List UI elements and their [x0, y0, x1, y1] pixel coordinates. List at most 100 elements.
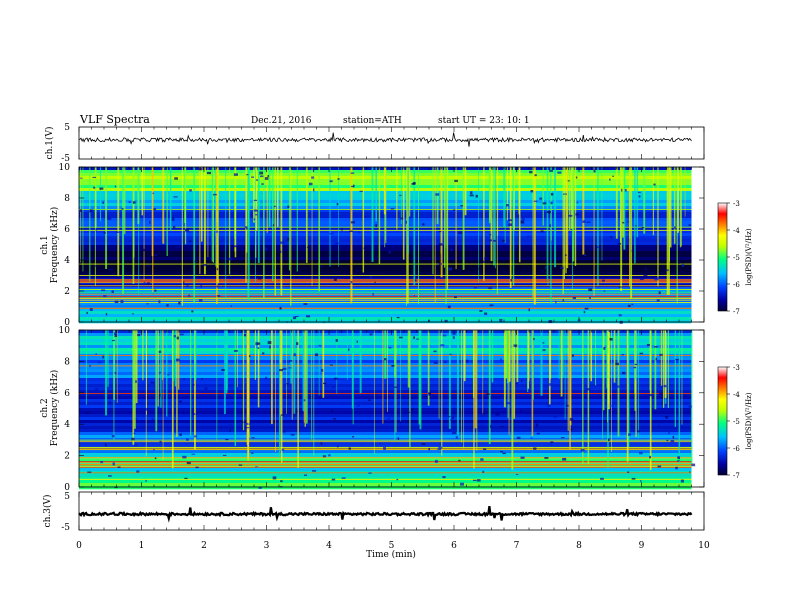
spectrogram-speckle: [572, 297, 577, 299]
spectrogram-sferic: [407, 167, 409, 254]
spectrogram-row: [79, 260, 692, 264]
spectrogram-speckle: [183, 378, 185, 380]
spectrogram-speckle: [411, 183, 416, 185]
spectrogram-sferic: [216, 167, 218, 305]
spectrogram-speckle: [87, 396, 89, 398]
spectrogram-row: [79, 465, 692, 469]
spectrogram-speckle: [555, 300, 557, 304]
spectrogram-sferic: [212, 167, 214, 263]
spectrogram-sferic: [290, 330, 293, 384]
spectrogram-speckle: [396, 478, 399, 481]
spectrogram-line: [79, 279, 692, 281]
spectrogram-speckle: [600, 168, 603, 170]
spectrogram-speckle: [261, 183, 264, 185]
spectrogram-row: [79, 251, 692, 255]
spectrogram-row: [79, 269, 692, 273]
spectrogram-speckle: [320, 369, 324, 372]
spectrogram-speckle: [665, 415, 669, 419]
spectrogram-speckle: [508, 219, 513, 222]
spectrogram-line: [79, 307, 692, 309]
spectrogram-row: [79, 254, 692, 258]
spectrogram-speckle: [233, 349, 238, 352]
ch2-frequency-label: Frequency (kHz): [49, 370, 60, 447]
spectrogram-speckle: [550, 201, 553, 205]
spectrogram-sferic: [505, 330, 508, 379]
spectrogram-speckle: [621, 354, 624, 356]
spectrogram-speckle: [308, 182, 313, 186]
spectrogram-speckle: [502, 452, 506, 455]
spectrogram-sferic: [572, 167, 575, 262]
spectrogram-speckle: [333, 418, 336, 420]
spectrogram-speckle: [657, 465, 662, 468]
spectrogram-speckle: [627, 471, 630, 473]
spectrogram-speckle: [314, 353, 319, 357]
spectrogram-line: [79, 281, 692, 282]
spectrogram-speckle: [104, 443, 107, 447]
spectrogram-sferic: [508, 330, 510, 436]
ch1-spectrogram-image: [79, 167, 692, 324]
frequency-tick-label: 0: [64, 483, 70, 493]
frequency-tick-label: 8: [64, 357, 70, 367]
spectrogram-speckle: [191, 310, 194, 313]
spectrogram-sferic: [146, 330, 147, 415]
spectrogram-speckle: [229, 429, 231, 432]
spectrogram-sferic: [503, 167, 505, 228]
spectrogram-speckle: [649, 455, 652, 459]
spectrogram-speckle: [670, 440, 675, 443]
spectrogram-speckle: [364, 216, 367, 218]
spectrogram-sferic: [531, 330, 534, 437]
spectrogram-speckle: [458, 231, 463, 235]
spectrogram-speckle: [481, 260, 486, 264]
spectrogram-speckle: [357, 404, 361, 407]
spectrogram-sferic: [650, 330, 652, 421]
spectrogram-speckle: [609, 337, 613, 341]
spectrogram-line: [79, 291, 692, 293]
spectrogram-sferic: [396, 167, 398, 230]
spectrogram-speckle: [557, 171, 562, 174]
spectrogram-speckle: [94, 387, 99, 391]
spectrogram-sferic: [615, 167, 618, 239]
spectrogram-sferic: [145, 330, 147, 457]
spectrogram-speckle: [631, 250, 635, 252]
spectrogram-speckle: [363, 247, 368, 249]
spectrogram-speckle: [351, 436, 355, 438]
spectrogram-speckle: [501, 425, 504, 428]
spectrogram-sferic: [635, 330, 637, 380]
spectrogram-speckle: [216, 268, 219, 271]
spectrogram-speckle: [438, 231, 442, 233]
spectrogram-speckle: [438, 446, 443, 449]
ch2-spectrogram-panel: 0 2 4 6 8 10 ch.2 Frequency (kHz): [40, 326, 705, 493]
spectrogram-sferic: [228, 167, 231, 275]
spectrogram-sferic: [602, 330, 604, 439]
spectrogram-sferic: [225, 330, 228, 390]
spectrogram-speckle: [520, 220, 525, 224]
spectrogram-sferic: [691, 330, 693, 465]
spectrogram-speckle: [195, 466, 199, 469]
spectrogram-speckle: [251, 176, 254, 179]
spectrogram-speckle: [102, 201, 104, 204]
spectrogram-speckle: [282, 367, 287, 370]
spectrogram-speckle: [672, 435, 675, 439]
spectrogram-sferic: [455, 167, 457, 270]
ch1-waveform-ylabel: ch.1(V): [44, 127, 55, 160]
start-time-label: start UT = 23: 10: 1: [438, 116, 530, 126]
spectrogram-speckle: [583, 310, 586, 314]
colorbar-tick-label: -6: [733, 445, 740, 453]
spectrogram-speckle: [320, 265, 323, 268]
spectrogram-speckle: [534, 174, 537, 177]
spectrogram-speckle: [550, 441, 554, 443]
spectrogram-sferic: [563, 167, 565, 280]
spectrogram-speckle: [484, 257, 488, 260]
spectrogram-speckle: [493, 239, 496, 242]
spectrogram-speckle: [322, 455, 327, 458]
spectrogram-sferic: [157, 330, 159, 407]
spectrogram-sferic: [122, 167, 125, 294]
spectrogram-sferic: [215, 167, 217, 267]
spectrogram-sferic: [513, 330, 516, 419]
spectrogram-speckle: [131, 437, 135, 441]
spectrogram-speckle: [513, 344, 518, 347]
spectrogram-speckle: [488, 233, 492, 236]
spectrogram-sferic: [143, 167, 145, 281]
spectrogram-speckle: [225, 439, 229, 441]
spectrogram-sferic: [446, 167, 449, 290]
